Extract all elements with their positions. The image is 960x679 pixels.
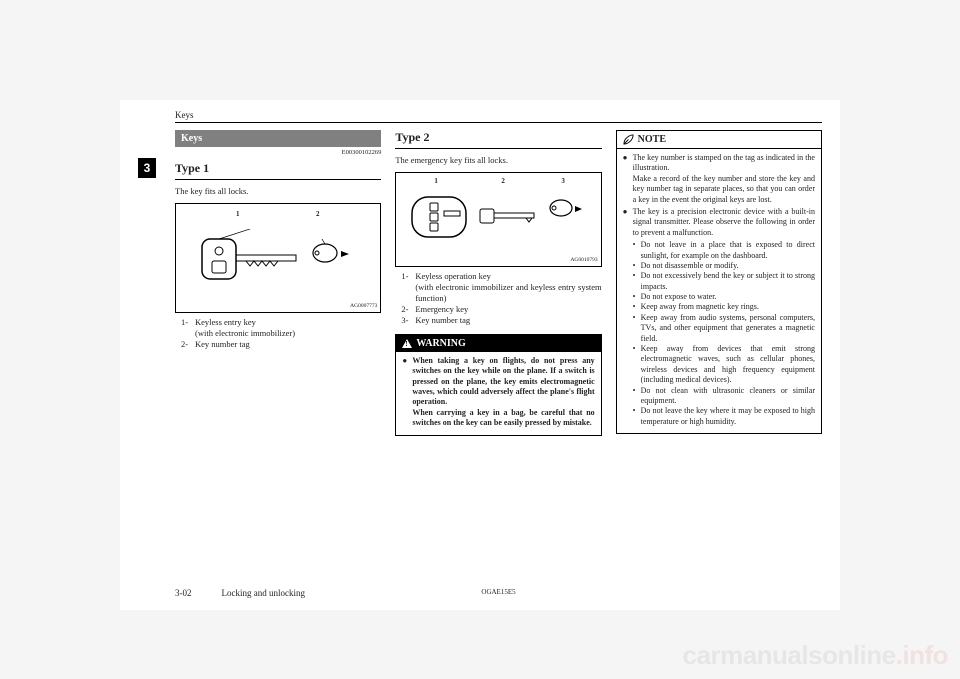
figure-callout-3: 3 (561, 177, 565, 186)
sub-bullet-icon: • (633, 292, 641, 302)
note-sub: Do not excessively bend the key or subje… (641, 271, 815, 292)
note-sub: Do not disassemble or modify. (641, 261, 739, 271)
figure-callout-2: 2 (501, 177, 505, 186)
type2-heading: Type 2 (395, 130, 601, 149)
callout-sub: (with electronic immobilizer and keyless… (415, 282, 601, 304)
note-bullet-1a: The key number is stamped on the tag as … (633, 153, 815, 172)
warning-icon (402, 339, 412, 348)
callout-num: 1- (181, 317, 195, 328)
note-bullet-icon: ● (623, 153, 633, 205)
callout-text: Key number tag (195, 339, 250, 350)
publication-code: OGAE15E5 (481, 588, 515, 596)
note-icon (623, 134, 634, 145)
note-bullet-1b: Make a record of the key number and stor… (633, 174, 815, 204)
warning-text-2: When carrying a key in a bag, be careful… (412, 408, 594, 427)
callout-text: Emergency key (415, 304, 468, 315)
note-bullet-icon: ● (623, 207, 633, 238)
page-number: 3-02 (175, 588, 192, 598)
note-sub: Keep away from devices that emit strong … (641, 344, 815, 386)
watermark-text-1: carmanualsonline (683, 640, 896, 670)
note-sub: Do not leave the key where it may be exp… (641, 406, 815, 427)
remote-key-icon (408, 191, 478, 251)
callout-num: 2- (181, 339, 195, 350)
type1-intro: The key fits all locks. (175, 186, 381, 197)
figure-code: AG0007773 (350, 303, 377, 310)
callout-sub: (with electronic immobilizer) (195, 328, 381, 339)
sub-bullet-icon: • (633, 406, 641, 427)
note-body: ● The key number is stamped on the tag a… (617, 149, 821, 433)
note-box: NOTE ● The key number is stamped on the … (616, 130, 822, 434)
warning-header: WARNING (396, 335, 600, 352)
sub-bullet-icon: • (633, 271, 641, 292)
note-sub: Keep away from magnetic key rings. (641, 302, 759, 312)
type2-callouts: 1-Keyless operation key (with electronic… (401, 271, 601, 326)
column-3: NOTE ● The key number is stamped on the … (616, 130, 822, 570)
warning-box: WARNING ● When taking a key on flights, … (395, 334, 601, 436)
note-sub: Do not clean with ultrasonic cleaners or… (641, 386, 815, 407)
column-1: Keys E00300102269 Type 1 The key fits al… (175, 130, 381, 570)
content-columns: Keys E00300102269 Type 1 The key fits al… (175, 130, 822, 570)
callout-num: 2- (401, 304, 415, 315)
callout-num: 3- (401, 315, 415, 326)
note-sub: Keep away from audio systems, personal c… (641, 313, 815, 344)
watermark: carmanualsonline.info (683, 640, 948, 671)
type1-callouts: 1-Keyless entry key (with electronic imm… (181, 317, 381, 350)
page-footer: 3-02 Locking and unlocking OGAE15E5 (175, 588, 822, 598)
warning-body: ● When taking a key on flights, do not p… (396, 352, 600, 435)
warning-bullet-icon: ● (402, 356, 412, 429)
figure-callout-1: 1 (236, 210, 240, 219)
warning-title: WARNING (416, 337, 465, 350)
note-title: NOTE (638, 133, 666, 146)
running-head: Keys (175, 110, 194, 120)
watermark-text-2: .info (896, 640, 948, 670)
callout-text: Keyless operation key (415, 271, 491, 282)
emergency-key-icon (478, 205, 538, 230)
manual-page: Keys 3 Keys E00300102269 Type 1 The key … (120, 100, 840, 610)
type2-intro: The emergency key fits all locks. (395, 155, 601, 166)
type2-figure: 1 2 3 (395, 172, 601, 267)
sub-bullet-icon: • (633, 240, 641, 261)
footer-section: Locking and unlocking (222, 588, 305, 598)
sub-bullet-icon: • (633, 386, 641, 407)
warning-text-1: When taking a key on flights, do not pre… (412, 356, 594, 407)
callout-text: Key number tag (415, 315, 470, 326)
note-header: NOTE (617, 131, 821, 149)
note-sub: Do not leave in a place that is exposed … (641, 240, 815, 261)
callout-text: Keyless entry key (195, 317, 256, 328)
doc-code: E00300102269 (175, 149, 381, 157)
section-heading-keys: Keys (175, 130, 381, 147)
keytag-icon (311, 239, 351, 269)
sub-bullet-icon: • (633, 302, 641, 312)
type1-heading: Type 1 (175, 161, 381, 180)
head-rule (175, 122, 822, 123)
note-bullet-2: The key is a precision electronic device… (633, 207, 815, 238)
callout-num: 1- (401, 271, 415, 282)
keytag-icon (548, 195, 584, 223)
sub-bullet-icon: • (633, 344, 641, 386)
note-sub: Do not expose to water. (641, 292, 717, 302)
figure-callout-2: 2 (316, 210, 320, 219)
sub-bullet-icon: • (633, 261, 641, 271)
figure-code: AG0010793 (570, 257, 597, 264)
type1-figure: 1 2 AG0007773 (175, 203, 381, 313)
column-2: Type 2 The emergency key fits all locks.… (395, 130, 601, 570)
figure-callout-1: 1 (434, 177, 438, 186)
key-icon (196, 229, 306, 299)
sub-bullet-icon: • (633, 313, 641, 344)
chapter-tab: 3 (138, 158, 156, 178)
